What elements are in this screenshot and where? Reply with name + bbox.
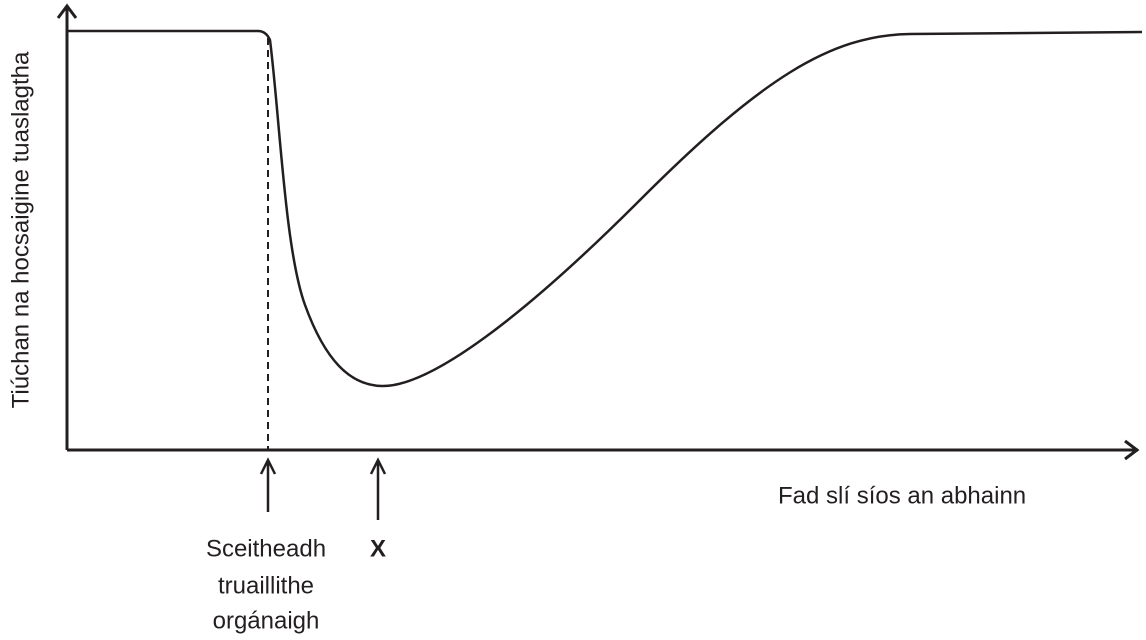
pointer-arrows xyxy=(259,457,387,520)
oxygen-curve xyxy=(67,29,1143,388)
x-axis-label: Fad slí síos an abhainn xyxy=(778,482,1026,509)
annotation-line: orgánaigh xyxy=(213,607,320,634)
y-axis-label: Tiúchan na hocsaigine tuaslagtha xyxy=(7,51,34,408)
annotation-line: Sceitheadh xyxy=(206,535,326,562)
annotation-x: X xyxy=(370,535,386,562)
x-arrow xyxy=(369,457,387,520)
annotation-line: truaillithe xyxy=(218,572,314,599)
axes xyxy=(56,3,1140,461)
discharge-arrow xyxy=(259,457,277,512)
x-axis xyxy=(67,439,1140,461)
y-axis xyxy=(56,3,78,450)
